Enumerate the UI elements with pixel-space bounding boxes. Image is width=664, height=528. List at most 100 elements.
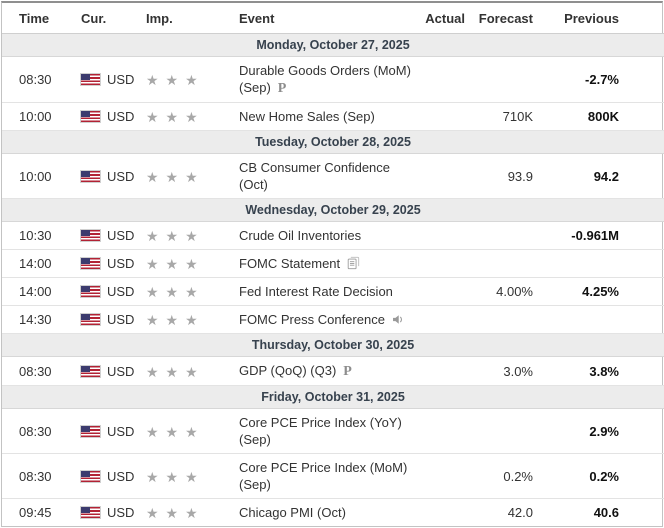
day-separator-label: Friday, October 31, 2025 xyxy=(2,385,664,409)
event-currency: USD xyxy=(77,499,140,527)
event-name[interactable]: GDP (QoQ) (Q3) xyxy=(239,363,337,378)
event-cell: New Home Sales (Sep) xyxy=(227,102,424,131)
event-name[interactable]: CB Consumer Confidence (Oct) xyxy=(239,160,391,192)
forecast-value xyxy=(470,249,538,278)
previous-value xyxy=(538,249,664,278)
forecast-value: 0.2% xyxy=(470,453,538,499)
forecast-value xyxy=(470,221,538,250)
report-icon[interactable] xyxy=(346,256,360,270)
event-importance: ★★★ xyxy=(140,221,227,250)
column-header-event: Event xyxy=(227,3,424,34)
event-currency: USD xyxy=(77,102,140,131)
currency-code: USD xyxy=(107,228,135,243)
event-name[interactable]: Core PCE Price Index (YoY) (Sep) xyxy=(239,415,402,447)
event-name[interactable]: Chicago PMI (Oct) xyxy=(239,505,346,520)
actual-value xyxy=(424,249,470,278)
event-currency: USD xyxy=(77,277,140,306)
currency-code: USD xyxy=(107,312,135,327)
preliminary-icon: P xyxy=(343,364,352,379)
event-name[interactable]: Fed Interest Rate Decision xyxy=(239,284,393,299)
event-name[interactable]: FOMC Statement xyxy=(239,256,341,271)
event-cell: Core PCE Price Index (MoM) (Sep) xyxy=(227,453,424,499)
table-header: Time Cur. Imp. Event Actual Forecast Previous xyxy=(2,3,664,34)
event-time: 10:00 xyxy=(2,102,77,131)
forecast-value xyxy=(470,408,538,454)
event-time: 10:00 xyxy=(2,153,77,199)
event-cell: Crude Oil Inventories xyxy=(227,221,424,250)
actual-value xyxy=(424,305,470,334)
day-separator-row: Wednesday, October 29, 2025 xyxy=(2,198,664,222)
previous-value: -2.7% xyxy=(538,56,664,103)
us-flag-icon xyxy=(81,258,100,269)
currency-code: USD xyxy=(107,72,135,87)
event-name[interactable]: Durable Goods Orders (MoM) (Sep) xyxy=(239,63,411,95)
event-row: 14:30 USD ★★★ FOMC Press Conference xyxy=(2,305,664,334)
forecast-value: 93.9 xyxy=(470,153,538,199)
actual-value xyxy=(424,102,470,131)
actual-value xyxy=(424,153,470,199)
header-row: Time Cur. Imp. Event Actual Forecast Previous xyxy=(2,3,664,34)
importance-stars-icon: ★★★ xyxy=(146,109,205,125)
us-flag-icon xyxy=(81,314,100,325)
event-currency: USD xyxy=(77,356,140,386)
event-name[interactable]: Crude Oil Inventories xyxy=(239,228,362,243)
currency-code: USD xyxy=(107,363,135,379)
currency-code: USD xyxy=(107,423,135,439)
us-flag-icon xyxy=(81,111,100,122)
us-flag-icon xyxy=(81,425,100,437)
us-flag-icon xyxy=(81,470,100,482)
day-separator-row: Friday, October 31, 2025 xyxy=(2,385,664,409)
day-separator-row: Monday, October 27, 2025 xyxy=(2,33,664,57)
event-cell: FOMC Press Conference xyxy=(227,305,424,334)
event-importance: ★★★ xyxy=(140,102,227,131)
actual-value xyxy=(424,221,470,250)
currency-code: USD xyxy=(107,168,135,184)
previous-value: 4.25% xyxy=(538,277,664,306)
actual-value xyxy=(424,453,470,499)
us-flag-icon xyxy=(81,286,100,297)
previous-value: 40.6 xyxy=(593,505,619,520)
day-separator-label: Thursday, October 30, 2025 xyxy=(2,333,664,357)
event-cell: Fed Interest Rate Decision xyxy=(227,277,424,306)
speaker-icon[interactable] xyxy=(391,313,404,326)
day-separator-row: Thursday, October 30, 2025 xyxy=(2,333,664,357)
actual-value xyxy=(424,499,470,527)
previous-value: 800K xyxy=(538,102,664,131)
event-time: 09:45 xyxy=(19,505,52,520)
previous-value: 2.9% xyxy=(538,408,664,454)
importance-stars-icon: ★★★ xyxy=(146,228,205,244)
event-row: 10:00 USD ★★★ New Home Sales (Sep) 710K 800K xyxy=(2,102,664,131)
importance-stars-icon: ★★★ xyxy=(146,363,205,380)
event-row: 10:00 USD ★★★ CB Consumer Confidence (Oct) 9… xyxy=(2,153,664,199)
us-flag-icon xyxy=(81,365,100,377)
preliminary-icon: P xyxy=(277,81,287,96)
event-cell: GDP (QoQ) (Q3) P xyxy=(227,356,424,386)
event-cell: FOMC Statement xyxy=(227,249,424,278)
event-currency: USD xyxy=(77,305,140,334)
column-header-forecast: Forecast xyxy=(470,3,538,34)
currency-code: USD xyxy=(107,284,135,299)
currency-code: USD xyxy=(107,468,135,484)
event-importance: ★★★ xyxy=(140,499,227,527)
event-currency: USD xyxy=(77,408,140,454)
currency-code: USD xyxy=(107,505,135,520)
event-name[interactable]: New Home Sales (Sep) xyxy=(239,109,375,124)
event-currency: USD xyxy=(77,249,140,278)
actual-value xyxy=(424,277,470,306)
event-importance: ★★★ xyxy=(140,356,227,386)
importance-stars-icon: ★★★ xyxy=(146,284,205,300)
day-separator-label: Wednesday, October 29, 2025 xyxy=(2,198,664,222)
event-cell: Core PCE Price Index (YoY) (Sep) xyxy=(227,408,424,454)
event-name[interactable]: Core PCE Price Index (MoM) (Sep) xyxy=(239,460,408,492)
event-currency: USD xyxy=(77,221,140,250)
event-row: 14:00 USD ★★★ Fed Interest Rate Decision 4.0… xyxy=(2,277,664,306)
event-time: 14:00 xyxy=(2,277,77,306)
event-name[interactable]: FOMC Press Conference xyxy=(239,312,385,327)
currency-code: USD xyxy=(107,256,135,271)
importance-stars-icon: ★★★ xyxy=(146,423,205,440)
event-cell: Chicago PMI (Oct) xyxy=(227,499,424,527)
event-currency: USD xyxy=(77,453,140,499)
event-time: 14:30 xyxy=(2,305,77,334)
day-separator-label: Tuesday, October 28, 2025 xyxy=(2,130,664,154)
